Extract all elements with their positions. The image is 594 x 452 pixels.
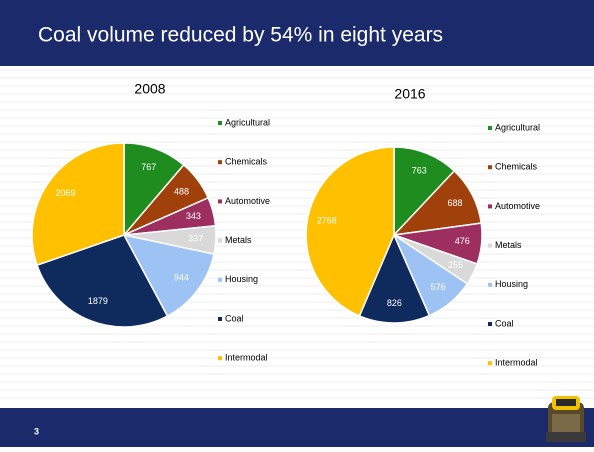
- pie-slice: [123, 142, 185, 238]
- pie-slice: [358, 233, 431, 324]
- legend-swatch: [488, 165, 492, 170]
- legend-label: Housing: [495, 279, 528, 289]
- legend-swatch: [218, 160, 222, 165]
- data-label: 688: [448, 198, 463, 208]
- pie-slice: [36, 234, 169, 328]
- legend-swatch: [488, 243, 492, 248]
- legend-swatch: [488, 361, 492, 366]
- footer-bar: [0, 408, 594, 447]
- legend-label: Metals: [225, 235, 252, 245]
- data-label: 343: [186, 211, 201, 221]
- legend-label: Agricultural: [225, 117, 270, 127]
- legend-swatch: [488, 322, 492, 326]
- legend-swatch: [488, 282, 492, 287]
- data-label: 944: [174, 272, 189, 282]
- slide-title: Coal volume reduced by 54% in eight year…: [38, 24, 443, 47]
- legend-label: Intermodal: [495, 358, 538, 368]
- legend-swatch: [488, 126, 492, 130]
- legend-label: Chemicals: [495, 162, 538, 172]
- pie-slice: [393, 146, 456, 237]
- page-number: 3: [34, 426, 39, 436]
- legend-swatch: [218, 356, 222, 361]
- pie-slice: [305, 146, 395, 317]
- legend-label: Intermodal: [225, 353, 268, 363]
- data-label: 763: [412, 166, 427, 176]
- legend-label: Coal: [495, 318, 514, 328]
- train-icon: [546, 396, 586, 442]
- legend-swatch: [218, 238, 222, 243]
- legend-label: Coal: [225, 313, 244, 323]
- legend-swatch: [218, 317, 222, 321]
- background-stripes: [0, 69, 594, 399]
- title-bar: [0, 0, 594, 66]
- legend-label: Automotive: [225, 196, 270, 206]
- legend-swatch: [218, 121, 222, 125]
- legend-label: Housing: [225, 274, 258, 284]
- data-label: 255: [448, 260, 463, 270]
- chart-title: 2008: [134, 81, 165, 97]
- legend-label: Agricultural: [495, 122, 540, 132]
- data-label: 2768: [317, 216, 337, 226]
- legend-label: Metals: [495, 240, 522, 250]
- data-label: 767: [141, 162, 156, 172]
- pie-slice: [122, 233, 215, 318]
- charts: 2008 767 Agricultural 488 Chemicals 343 Automo…: [31, 81, 540, 368]
- data-label: 826: [387, 298, 402, 308]
- data-label: 337: [188, 233, 203, 243]
- pie-slice: [31, 142, 125, 267]
- data-label: 576: [431, 282, 446, 292]
- data-label: 476: [455, 236, 470, 246]
- chart-title: 2016: [394, 86, 425, 102]
- legend-label: Chemicals: [225, 157, 268, 167]
- legend-label: Automotive: [495, 201, 540, 211]
- data-label: 488: [174, 187, 189, 197]
- data-label: 1879: [88, 296, 108, 306]
- legend-swatch: [488, 204, 492, 209]
- legend-swatch: [218, 199, 222, 204]
- legend-swatch: [218, 277, 222, 282]
- data-label: 2069: [56, 188, 76, 198]
